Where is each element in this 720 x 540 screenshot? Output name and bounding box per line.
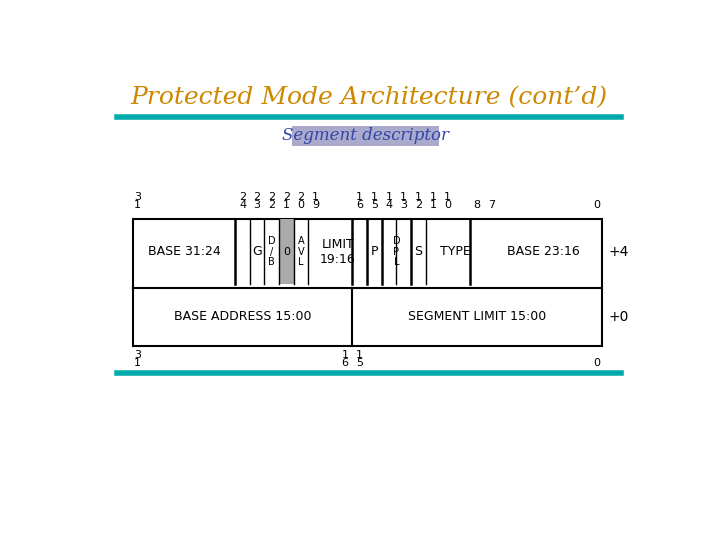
Text: 2: 2 bbox=[269, 192, 275, 202]
Text: 3: 3 bbox=[134, 192, 141, 202]
Text: +4: +4 bbox=[608, 245, 629, 259]
Text: +0: +0 bbox=[608, 310, 629, 324]
Text: BASE 31:24: BASE 31:24 bbox=[148, 245, 220, 258]
Text: 0: 0 bbox=[283, 247, 290, 256]
Text: 2: 2 bbox=[239, 192, 246, 202]
Text: 5: 5 bbox=[371, 200, 378, 210]
Text: TYPE: TYPE bbox=[440, 245, 470, 258]
Text: 3: 3 bbox=[253, 200, 261, 210]
Text: 0: 0 bbox=[297, 200, 305, 210]
Text: 3: 3 bbox=[134, 350, 141, 360]
Text: 1: 1 bbox=[356, 350, 363, 360]
Text: Protected Mode Architecture (cont’d): Protected Mode Architecture (cont’d) bbox=[130, 86, 608, 110]
Text: 4: 4 bbox=[239, 200, 246, 210]
Text: 0: 0 bbox=[593, 358, 600, 368]
Text: G: G bbox=[252, 245, 262, 258]
Text: D
P
L: D P L bbox=[392, 236, 400, 267]
Text: 2: 2 bbox=[415, 200, 422, 210]
Text: Segment descriptor: Segment descriptor bbox=[282, 127, 449, 144]
Text: 1: 1 bbox=[444, 192, 451, 202]
Text: 2: 2 bbox=[297, 192, 305, 202]
Text: 1: 1 bbox=[400, 192, 408, 202]
Text: 0: 0 bbox=[444, 200, 451, 210]
Text: 9: 9 bbox=[312, 200, 320, 210]
Text: LIMIT
19:16: LIMIT 19:16 bbox=[320, 238, 356, 266]
Text: 1: 1 bbox=[430, 192, 436, 202]
Text: 0: 0 bbox=[593, 200, 600, 210]
Bar bbox=[132, 219, 601, 346]
Text: 1: 1 bbox=[385, 192, 392, 202]
Text: 3: 3 bbox=[400, 200, 408, 210]
Text: 4: 4 bbox=[385, 200, 392, 210]
Text: A
V
L: A V L bbox=[298, 236, 305, 267]
Bar bbox=[279, 219, 294, 284]
Text: 1: 1 bbox=[312, 192, 319, 202]
Text: SEGMENT LIMIT 15:00: SEGMENT LIMIT 15:00 bbox=[408, 310, 546, 323]
Text: S: S bbox=[414, 245, 423, 258]
Text: 5: 5 bbox=[356, 358, 363, 368]
Text: 2: 2 bbox=[283, 192, 290, 202]
Text: BASE 23:16: BASE 23:16 bbox=[506, 245, 580, 258]
Text: 8: 8 bbox=[473, 200, 480, 210]
Bar bbox=[292, 126, 438, 146]
Text: 6: 6 bbox=[356, 200, 363, 210]
Text: D
/
B: D / B bbox=[268, 236, 276, 267]
Text: 1: 1 bbox=[134, 358, 141, 368]
Text: 1: 1 bbox=[341, 350, 348, 360]
Text: 2: 2 bbox=[269, 200, 275, 210]
Text: P: P bbox=[371, 245, 378, 258]
Text: 1: 1 bbox=[371, 192, 378, 202]
Text: 7: 7 bbox=[488, 200, 495, 210]
Text: 1: 1 bbox=[415, 192, 422, 202]
Text: 1: 1 bbox=[283, 200, 290, 210]
Text: BASE ADDRESS 15:00: BASE ADDRESS 15:00 bbox=[174, 310, 311, 323]
Text: 2: 2 bbox=[253, 192, 261, 202]
Text: 6: 6 bbox=[341, 358, 348, 368]
Text: 1: 1 bbox=[356, 192, 363, 202]
Text: 1: 1 bbox=[430, 200, 436, 210]
Text: 1: 1 bbox=[134, 200, 141, 210]
